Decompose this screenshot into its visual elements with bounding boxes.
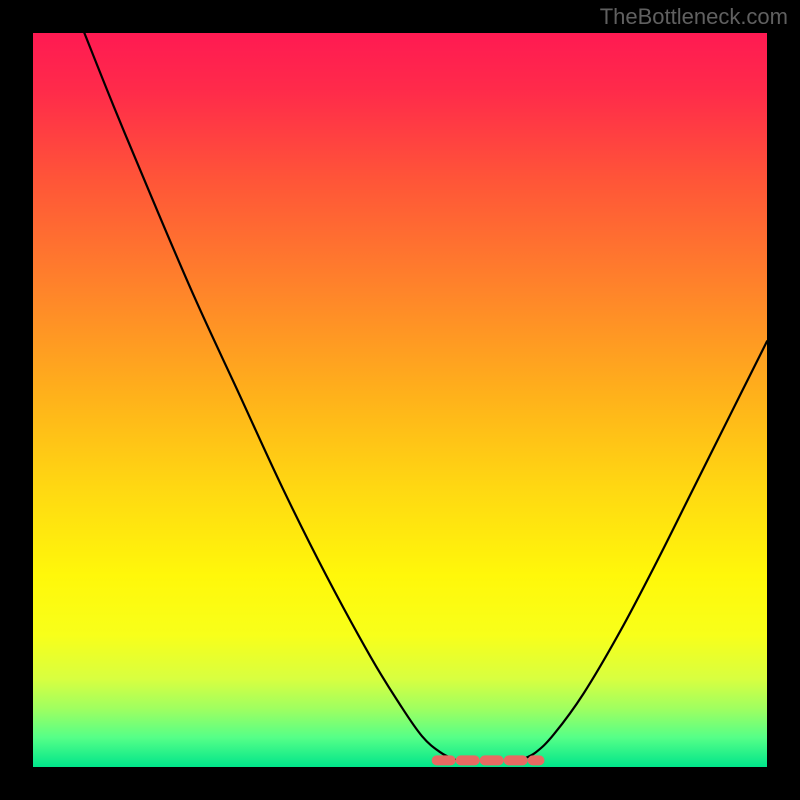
curve-right-branch <box>521 341 767 759</box>
curve-left-branch <box>84 33 455 760</box>
bottleneck-chart: TheBottleneck.com <box>0 0 800 800</box>
watermark-text: TheBottleneck.com <box>600 4 788 30</box>
plot-area <box>33 33 767 767</box>
chart-curves-svg <box>33 33 767 767</box>
